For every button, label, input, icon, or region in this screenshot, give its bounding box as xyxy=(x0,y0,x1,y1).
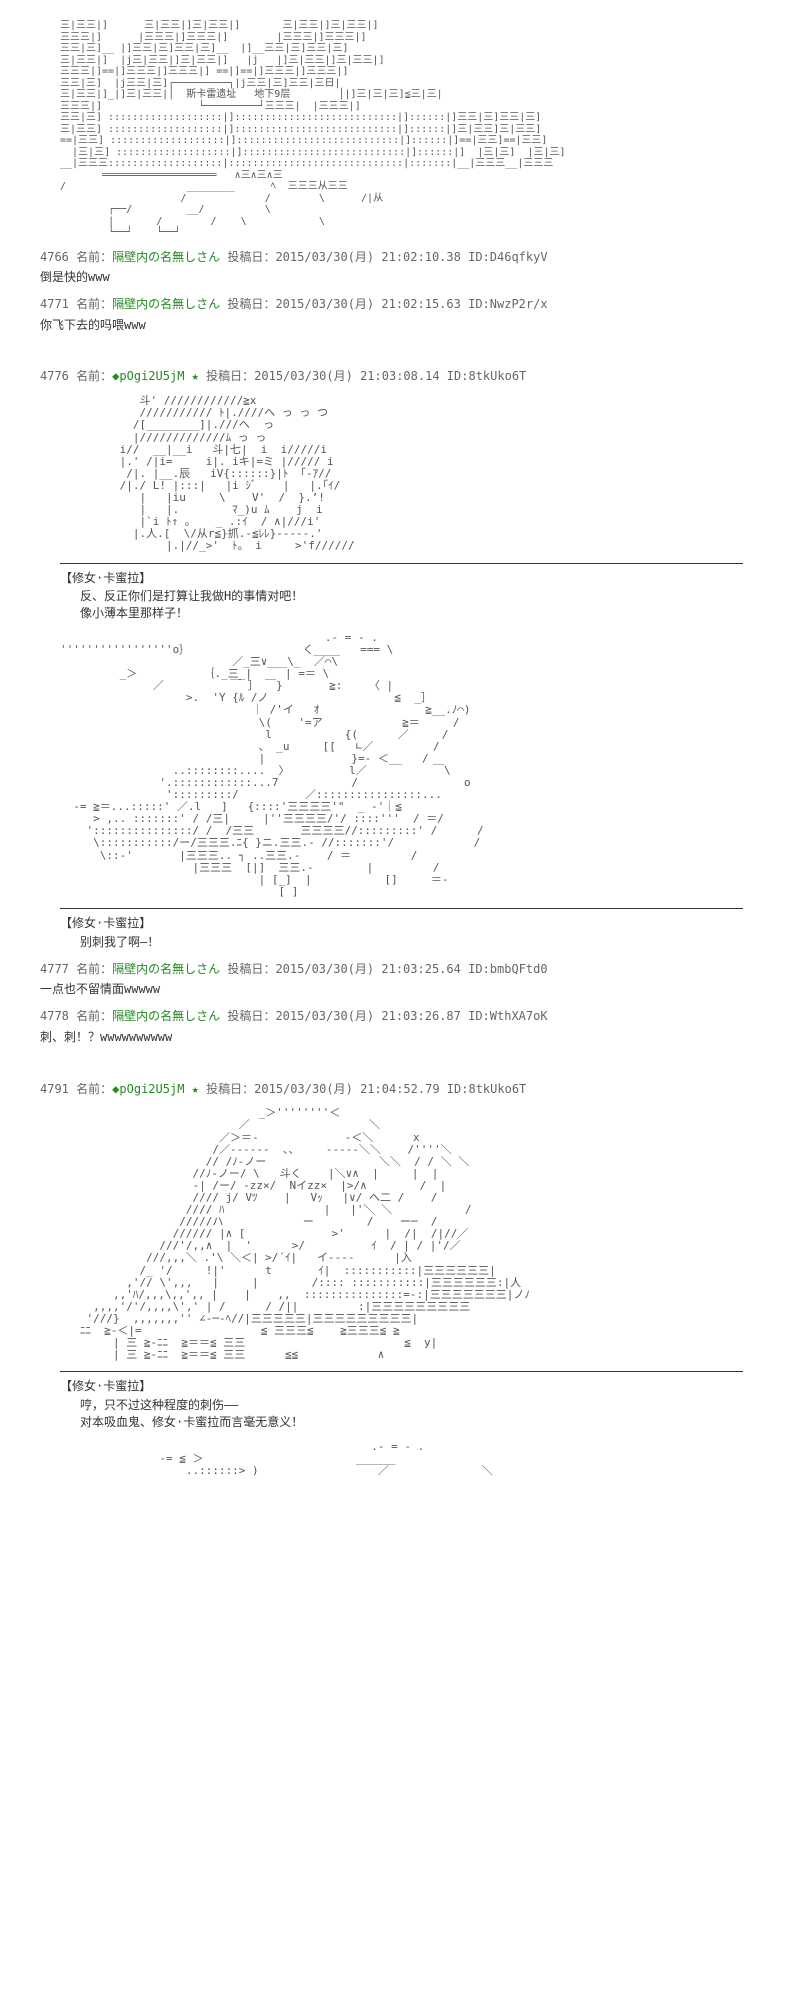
post-name: 隔壁内の名無しさん xyxy=(112,1009,220,1023)
post-header-4791: 4791 名前：◆pOgi2U5jM ★ 投稿日：2015/03/30(月) 2… xyxy=(40,1081,763,1098)
post-name: 隔壁内の名無しさん xyxy=(112,297,220,311)
post-number: 4776 名前： xyxy=(40,369,112,383)
post-header-4777: 4777 名前：隔壁内の名無しさん 投稿日：2015/03/30(月) 21:0… xyxy=(40,961,763,978)
ascii-building: 三|三三|] 三|三三|]三|三三|] 三|三三|]三|三三|] 三三三|] |… xyxy=(60,20,743,239)
post-body: 刺、刺！？wwwwwwwwww xyxy=(40,1029,763,1046)
post-star-icon: ★ xyxy=(192,1082,199,1096)
post-trip: ◆pOgi2U5jM xyxy=(112,1082,184,1096)
post-meta: 投稿日：2015/03/30(月) 21:03:25.64 ID:bmbQFtd… xyxy=(227,962,547,976)
post-meta: 投稿日：2015/03/30(月) 21:03:08.14 ID:8tkUko6… xyxy=(206,369,526,383)
ascii-nun-1: 斗' ////////////≧x /////////// ﾄ|.////ヘ っ… xyxy=(60,395,743,552)
post-name: 隔壁内の名無しさん xyxy=(112,962,220,976)
post-star-icon: ★ xyxy=(192,369,199,383)
post-number: 4771 名前： xyxy=(40,297,112,311)
dialogue-text: 哼，只不过这种程度的刺伤—— 对本吸血鬼、修女·卡蜜拉而言毫无意义！ xyxy=(80,1397,743,1431)
post-meta: 投稿日：2015/03/30(月) 21:04:52.79 ID:8tkUko6… xyxy=(206,1082,526,1096)
post-number: 4791 名前： xyxy=(40,1082,112,1096)
speaker-name: 【修女·卡蜜拉】 xyxy=(60,1378,743,1395)
post-header-4771: 4771 名前：隔壁内の名無しさん 投稿日：2015/03/30(月) 21:0… xyxy=(40,296,763,313)
divider xyxy=(60,908,743,909)
post-meta: 投稿日：2015/03/30(月) 21:02:15.63 ID:NwzP2r/… xyxy=(227,297,547,311)
ascii-nun-4: .- = - . -= ≦ ＞ ______ ..::::::> ) ／ ＼ xyxy=(60,1441,743,1477)
post-body: 你飞下去的吗喂www xyxy=(40,317,763,334)
post-meta: 投稿日：2015/03/30(月) 21:03:26.87 ID:WthXA7o… xyxy=(227,1009,547,1023)
speaker-name: 【修女·卡蜜拉】 xyxy=(60,915,743,932)
ascii-nun-3: _＞''''''''＜ ／ ＼ ／＞＝- -＜＼ x /／------ 、、 -… xyxy=(60,1107,743,1361)
post-header-4766: 4766 名前：隔壁内の名無しさん 投稿日：2015/03/30(月) 21:0… xyxy=(40,249,763,266)
divider xyxy=(60,1371,743,1372)
post-header-4778: 4778 名前：隔壁内の名無しさん 投稿日：2015/03/30(月) 21:0… xyxy=(40,1008,763,1025)
post-trip: ◆pOgi2U5jM xyxy=(112,369,184,383)
post-body: 倒是快的www xyxy=(40,269,763,286)
ascii-nun-2: .- = - . '''''''''''''''''o｝ く____ === \… xyxy=(60,632,743,898)
post-number: 4777 名前： xyxy=(40,962,112,976)
dialogue-text: 反、反正你们是打算让我做H的事情对吧！ 像小薄本里那样子！ xyxy=(80,588,743,622)
post-meta: 投稿日：2015/03/30(月) 21:02:10.38 ID:D46qfky… xyxy=(227,250,547,264)
divider xyxy=(60,563,743,564)
post-name: 隔壁内の名無しさん xyxy=(112,250,220,264)
post-number: 4766 名前： xyxy=(40,250,112,264)
speaker-name: 【修女·卡蜜拉】 xyxy=(60,570,743,587)
post-number: 4778 名前： xyxy=(40,1009,112,1023)
dialogue-text: 别刺我了啊—！ xyxy=(80,934,743,951)
post-body: 一点也不留情面wwwww xyxy=(40,981,763,998)
post-header-4776: 4776 名前：◆pOgi2U5jM ★ 投稿日：2015/03/30(月) 2… xyxy=(40,368,763,385)
